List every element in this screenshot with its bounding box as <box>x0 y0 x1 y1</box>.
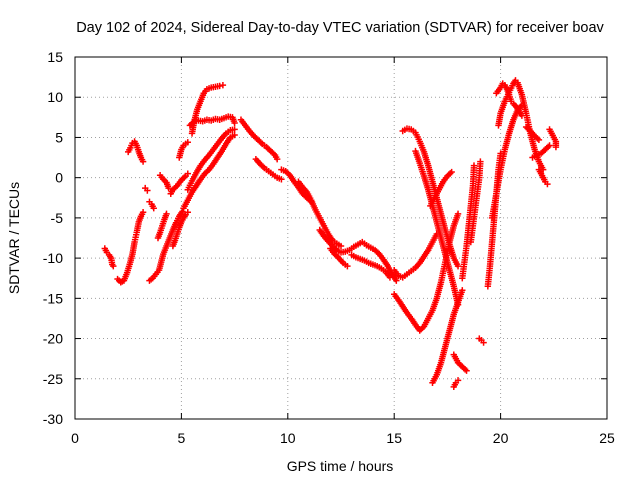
series-arc-32 <box>467 158 484 246</box>
series-arc-07 <box>154 210 170 242</box>
data-point <box>179 208 186 215</box>
data-point <box>386 274 394 281</box>
series-arc-10 <box>169 209 191 250</box>
data-point <box>273 155 281 163</box>
series-arc-16 <box>237 116 281 163</box>
x-axis-label: GPS time / hours <box>287 458 394 474</box>
data-point <box>454 210 462 218</box>
x-tick-label: 0 <box>71 430 79 446</box>
data-marks <box>101 77 560 391</box>
y-axis-label: SDTVAR / TECUs <box>6 182 22 294</box>
axis-ticks: 0 5 10 15 20 25 -30 -25 -20 -15 -10 -5 0 5 10 15 <box>43 49 615 446</box>
series-arc-14 <box>180 131 238 212</box>
data-point <box>477 158 484 165</box>
data-point <box>144 187 151 194</box>
series-arc-35 <box>488 102 526 222</box>
data-point <box>231 126 238 133</box>
series-arc-22 <box>348 251 394 281</box>
data-point <box>546 142 553 149</box>
series-arc-27 <box>429 287 466 386</box>
data-point <box>544 180 551 188</box>
series-arc-11 <box>176 139 191 161</box>
data-point <box>552 143 560 151</box>
series-arc-09 <box>167 170 191 197</box>
data-point <box>535 136 543 144</box>
data-point <box>454 377 462 384</box>
series-arc-26 <box>412 147 462 308</box>
data-point <box>231 131 238 139</box>
x-tick-label: 20 <box>493 430 509 446</box>
series-arc-08 <box>156 172 172 192</box>
series-arc-39 <box>535 166 551 188</box>
data-point <box>139 209 147 216</box>
x-tick-label: 5 <box>178 430 186 446</box>
data-point <box>219 81 227 89</box>
series-arc-13 <box>186 113 238 129</box>
y-tick-label: -30 <box>43 411 63 427</box>
series-arc-03 <box>125 138 147 165</box>
series-arc-15 <box>184 126 238 193</box>
data-point <box>163 210 170 218</box>
x-tick-label: 25 <box>599 430 615 446</box>
series-arc-02 <box>114 209 147 286</box>
series-arc-19 <box>295 178 345 250</box>
data-point <box>459 287 466 294</box>
data-point <box>165 184 172 192</box>
data-point <box>454 262 462 270</box>
data-point <box>231 119 238 127</box>
series-arc-20 <box>316 226 400 284</box>
x-tick-label: 15 <box>386 430 402 446</box>
series-arc-05 <box>146 198 157 212</box>
data-point <box>337 242 345 250</box>
y-tick-label: -25 <box>43 371 63 387</box>
data-point <box>139 158 147 165</box>
data-point <box>184 209 191 216</box>
y-tick-label: -15 <box>43 290 63 306</box>
data-point <box>463 367 470 374</box>
data-point <box>184 170 191 177</box>
data-point <box>184 139 191 146</box>
series-arc-17 <box>252 155 285 183</box>
y-tick-label: 5 <box>55 129 63 145</box>
data-point <box>110 262 117 270</box>
data-point <box>216 82 223 90</box>
series-arc-30 <box>450 377 462 391</box>
series-arc-01 <box>101 245 117 270</box>
series-arc-23 <box>391 230 440 281</box>
series-arc-38 <box>529 142 553 161</box>
series-arc-29 <box>450 351 470 374</box>
data-point <box>278 176 285 183</box>
data-point <box>480 339 487 346</box>
series-arc-12 <box>188 81 227 137</box>
chart-title: Day 102 of 2024, Sidereal Day-to-day VTE… <box>76 20 604 36</box>
y-tick-label: -5 <box>51 210 64 226</box>
series-arc-41 <box>546 126 560 151</box>
series-arc-33 <box>476 335 487 346</box>
data-point <box>150 205 157 212</box>
y-tick-label: -10 <box>43 250 63 266</box>
x-tick-label: 10 <box>280 430 296 446</box>
data-point <box>344 262 351 270</box>
data-point <box>448 168 455 176</box>
y-tick-label: -20 <box>43 331 63 347</box>
y-tick-label: 15 <box>47 49 63 65</box>
data-point <box>470 162 478 169</box>
series-arc-06 <box>146 208 186 284</box>
data-point <box>393 277 400 284</box>
y-tick-label: 0 <box>55 170 63 186</box>
series-arc-40 <box>522 123 543 144</box>
series-arc-04 <box>142 184 151 194</box>
series-arc-21 <box>327 245 351 270</box>
plot-frame <box>74 56 608 420</box>
series-arc-28 <box>427 168 455 210</box>
y-tick-label: 10 <box>47 89 63 105</box>
